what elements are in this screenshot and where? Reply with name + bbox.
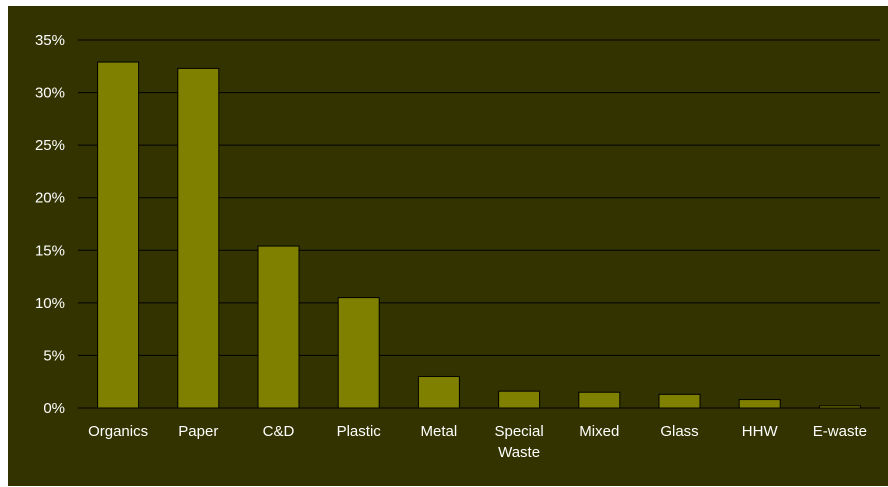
x-tick-label: E-waste bbox=[813, 423, 867, 440]
x-tick-labels: Organics Paper C&D Plastic Metal Special Waste… bbox=[88, 423, 867, 461]
y-tick-label: 30% bbox=[35, 85, 65, 102]
bar-chart: 0% 5% 10% 15% 20% 25% 30% 35% Organics Paper C&D P… bbox=[35, 32, 880, 461]
bar bbox=[498, 390, 541, 409]
x-tick-label: Plastic bbox=[337, 423, 382, 440]
bars bbox=[97, 61, 861, 409]
x-tick-label: Metal bbox=[421, 423, 458, 440]
x-tick-label: C&D bbox=[263, 423, 295, 440]
chart-frame: 0% 5% 10% 15% 20% 25% 30% 35% Organics Paper C&D P… bbox=[8, 6, 888, 486]
x-tick-label: HHW bbox=[742, 423, 779, 440]
bar bbox=[337, 297, 380, 409]
x-tick-label: Mixed bbox=[579, 423, 619, 440]
y-tick-label: 20% bbox=[35, 190, 65, 207]
y-tick-labels: 0% 5% 10% 15% 20% 25% 30% 35% bbox=[35, 32, 65, 417]
x-tick-label: Organics bbox=[88, 423, 148, 440]
x-tick-label: Special Waste bbox=[494, 423, 543, 461]
y-tick-label: 10% bbox=[35, 295, 65, 312]
x-tick-label: Glass bbox=[660, 423, 698, 440]
y-tick-label: 5% bbox=[43, 347, 65, 364]
bar bbox=[738, 399, 781, 409]
y-tick-label: 15% bbox=[35, 242, 65, 259]
bar bbox=[177, 67, 220, 409]
bar bbox=[658, 393, 701, 409]
x-tick-label: Paper bbox=[178, 423, 218, 440]
y-tick-label: 35% bbox=[35, 32, 65, 49]
bar bbox=[578, 391, 621, 409]
y-tick-label: 25% bbox=[35, 137, 65, 154]
bar bbox=[417, 375, 460, 409]
bar bbox=[97, 61, 140, 409]
y-tick-label: 0% bbox=[43, 400, 65, 417]
bar bbox=[257, 245, 300, 409]
